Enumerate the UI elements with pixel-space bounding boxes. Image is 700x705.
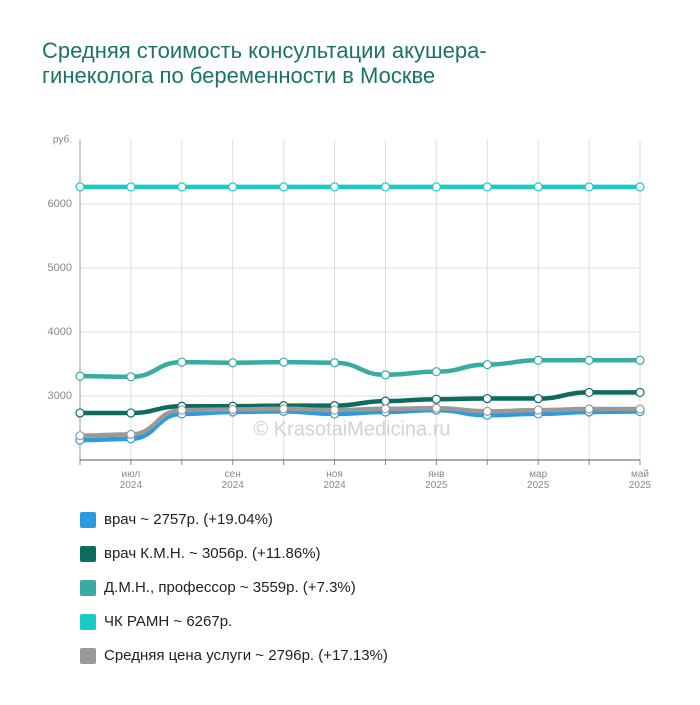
series-line	[79, 357, 640, 380]
y-tick-label: 4000	[48, 326, 72, 338]
legend-swatch	[80, 546, 96, 562]
data-point	[584, 182, 594, 192]
data-point	[635, 182, 645, 192]
data-point	[228, 358, 238, 368]
y-unit: руб.	[53, 134, 72, 146]
legend-label: Средняя цена услуги ~ 2796р. (+17.13%)	[104, 647, 388, 664]
data-point	[533, 393, 543, 404]
data-point	[126, 429, 136, 439]
data-point	[380, 396, 391, 406]
legend-swatch	[80, 512, 96, 528]
x-tick-label-line: 2025	[629, 480, 652, 491]
data-point	[279, 182, 289, 192]
data-point	[126, 182, 136, 192]
data-point	[380, 404, 391, 414]
data-point	[75, 408, 85, 418]
data-point	[482, 182, 492, 192]
x-tick-label-line: 2024	[323, 480, 346, 491]
data-point	[380, 370, 391, 380]
x-tick-label-line: 2025	[527, 480, 550, 491]
data-point	[75, 182, 85, 192]
data-point	[329, 405, 340, 415]
data-point	[279, 357, 289, 367]
x-tick-label-line: 2025	[425, 480, 448, 491]
legend-swatch	[80, 580, 96, 596]
data-point	[482, 360, 492, 370]
x-tick-label: мар 2025	[527, 469, 550, 491]
legend-label: Д.М.Н., профессор ~ 3559р. (+7.3%)	[104, 579, 356, 596]
data-point	[75, 431, 85, 441]
data-point	[228, 404, 238, 415]
data-point	[380, 182, 391, 192]
data-point	[635, 387, 645, 398]
x-tick-label-line: май	[631, 469, 649, 480]
data-point	[584, 404, 594, 414]
data-point	[431, 182, 441, 192]
data-point	[533, 355, 543, 365]
data-point	[584, 387, 594, 398]
data-point	[584, 355, 594, 365]
x-tick-label: янв 2025	[425, 469, 448, 491]
x-tick-label-line: ноя	[326, 469, 343, 480]
data-point	[635, 404, 645, 414]
data-point	[177, 182, 187, 192]
data-point	[482, 393, 492, 404]
x-tick-label-line: 2024	[222, 480, 245, 491]
data-point	[126, 408, 136, 418]
data-point	[177, 405, 187, 415]
x-tick-label-line: мар	[529, 469, 547, 480]
data-point	[126, 372, 136, 382]
x-tick-label-line: янв	[428, 469, 444, 480]
x-tick-label: ноя 2024	[323, 469, 346, 491]
legend-label: врач К.М.Н. ~ 3056р. (+11.86%)	[104, 545, 321, 562]
data-point	[635, 355, 645, 365]
x-tick-label-line: 2024	[120, 480, 143, 491]
data-point	[279, 404, 289, 414]
data-point	[431, 403, 441, 413]
data-point	[431, 367, 441, 377]
chart-title: Средняя стоимость консультации акушера-г…	[42, 38, 487, 88]
y-tick-label: 6000	[48, 198, 72, 210]
data-point	[533, 182, 543, 192]
x-tick-label-line: июл	[122, 469, 141, 480]
data-point	[177, 357, 187, 367]
data-point	[75, 371, 85, 381]
legend-swatch	[80, 614, 96, 630]
y-tick-label: 3000	[48, 390, 72, 402]
data-point	[431, 394, 441, 404]
legend-label: врач ~ 2757р. (+19.04%)	[104, 511, 273, 528]
data-point	[228, 182, 238, 192]
y-tick-label: 5000	[48, 262, 72, 274]
watermark: © KrasotaiMedicina.ru	[253, 418, 450, 440]
series-line	[79, 390, 640, 416]
x-tick-label: сен 2024	[222, 469, 245, 491]
legend-label: ЧК РАМН ~ 6267р.	[104, 613, 232, 630]
data-point	[329, 358, 340, 368]
data-point	[533, 405, 543, 415]
x-tick-label: июл 2024	[120, 469, 143, 491]
legend-swatch	[80, 648, 96, 664]
x-tick-label-line: сен	[225, 469, 241, 480]
data-point	[482, 406, 492, 416]
data-point	[329, 182, 340, 192]
x-tick-label: май 2025	[629, 469, 652, 491]
